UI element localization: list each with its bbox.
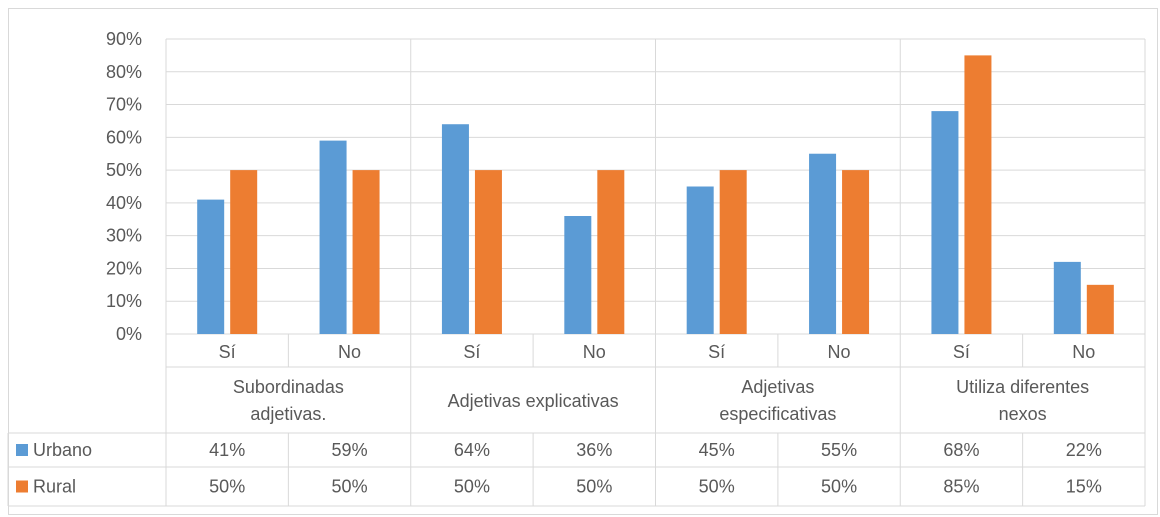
group-label: Utiliza diferentes xyxy=(956,377,1089,397)
bar-rural xyxy=(1086,284,1114,334)
group-label: Subordinadas xyxy=(233,377,344,397)
data-table-cell: 41% xyxy=(209,440,245,460)
category-label: Sí xyxy=(953,342,970,362)
y-tick-label: 80% xyxy=(106,62,142,82)
bar-urbano xyxy=(197,199,225,334)
bar-urbano xyxy=(1053,261,1081,334)
data-table-cell: 50% xyxy=(454,477,490,497)
bar-urbano xyxy=(319,140,347,334)
y-tick-label: 60% xyxy=(106,127,142,147)
category-label: No xyxy=(338,342,361,362)
data-table-cell: 15% xyxy=(1066,477,1102,497)
y-tick-label: 20% xyxy=(106,258,142,278)
category-label: No xyxy=(1072,342,1095,362)
y-tick-label: 30% xyxy=(106,226,142,246)
y-tick-label: 90% xyxy=(106,29,142,49)
bar-rural xyxy=(964,55,992,335)
legend-key-urbano xyxy=(16,444,28,456)
data-table-cell: 64% xyxy=(454,440,490,460)
bar-rural xyxy=(230,170,258,334)
y-tick-label: 50% xyxy=(106,160,142,180)
bar-rural xyxy=(352,170,380,334)
y-tick-label: 0% xyxy=(116,324,142,344)
data-table-cell: 50% xyxy=(699,477,735,497)
category-label: Sí xyxy=(708,342,725,362)
data-table-cell: 55% xyxy=(821,440,857,460)
y-tick-label: 10% xyxy=(106,291,142,311)
group-label: especificativas xyxy=(719,404,836,424)
data-table-cell: 45% xyxy=(699,440,735,460)
bar-rural xyxy=(474,170,502,334)
group-label: nexos xyxy=(999,404,1047,424)
data-table-cell: 50% xyxy=(332,477,368,497)
bar-urbano xyxy=(809,153,837,334)
bar-rural xyxy=(719,170,747,334)
bar-rural xyxy=(597,170,625,334)
data-table-cell: 36% xyxy=(576,440,612,460)
group-label: Adjetivas explicativas xyxy=(448,391,619,411)
bar-rural xyxy=(842,170,870,334)
category-label: Sí xyxy=(219,342,236,362)
bar-urbano xyxy=(441,124,469,334)
data-table-cell: 22% xyxy=(1066,440,1102,460)
bar-urbano xyxy=(564,216,592,334)
legend-label-rural: Rural xyxy=(33,477,76,497)
data-table-cell: 59% xyxy=(332,440,368,460)
legend-label-urbano: Urbano xyxy=(33,440,92,460)
bar-urbano xyxy=(686,186,714,334)
group-label: Adjetivas xyxy=(741,377,814,397)
chart-frame xyxy=(8,8,1158,515)
group-label: adjetivas. xyxy=(250,404,326,424)
data-table-cell: 85% xyxy=(943,477,979,497)
category-label: Sí xyxy=(463,342,480,362)
category-label: No xyxy=(583,342,606,362)
data-table-cell: 50% xyxy=(821,477,857,497)
bar-urbano xyxy=(931,111,959,334)
data-table-cell: 50% xyxy=(576,477,612,497)
legend-key-rural xyxy=(16,480,28,493)
data-table-cell: 50% xyxy=(209,477,245,497)
category-label: No xyxy=(828,342,851,362)
data-table-cell: 68% xyxy=(943,440,979,460)
y-tick-label: 40% xyxy=(106,193,142,213)
y-tick-label: 70% xyxy=(106,95,142,115)
